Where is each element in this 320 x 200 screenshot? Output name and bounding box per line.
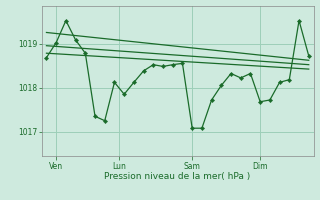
X-axis label: Pression niveau de la mer( hPa ): Pression niveau de la mer( hPa ) [104,172,251,181]
